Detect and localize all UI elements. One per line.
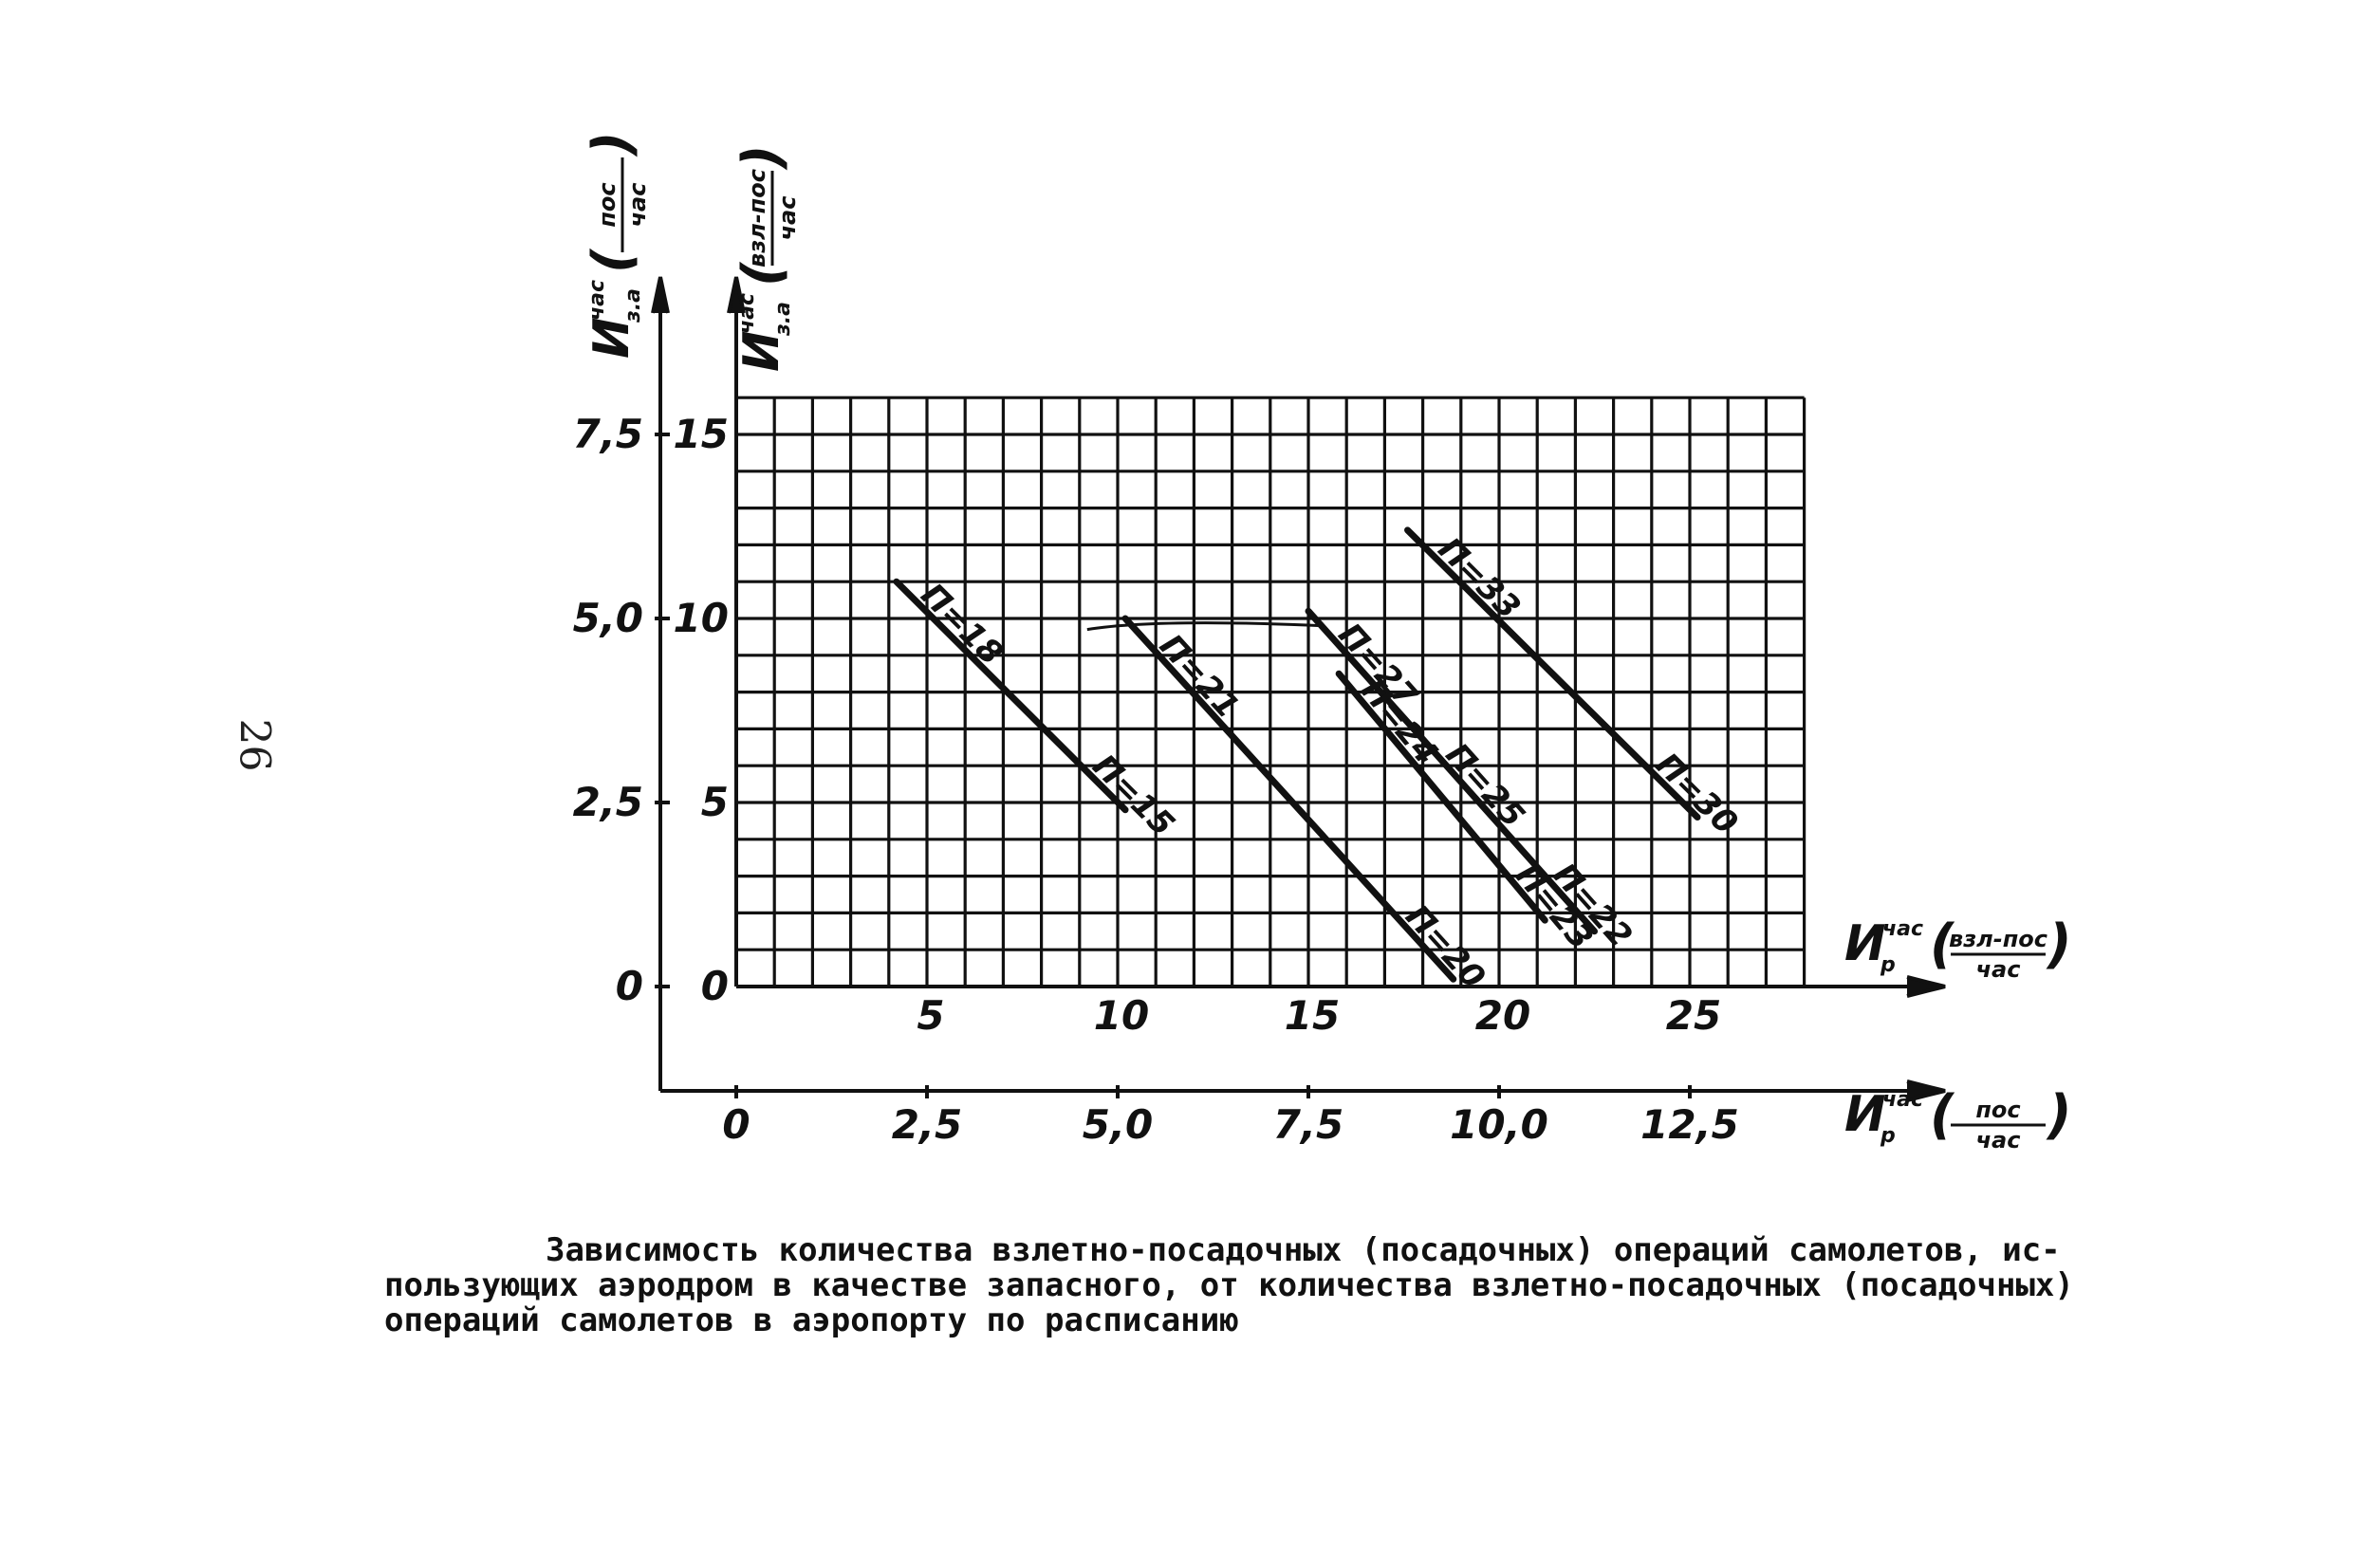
caption-line-1: Зависимость количества взлетно-посадочны… bbox=[546, 1231, 2061, 1269]
y-primary-axis-label-subscript: з.а bbox=[771, 302, 795, 337]
y-primary-tick-label: 15 bbox=[674, 411, 729, 457]
x-secondary-tick-label: 5,0 bbox=[1083, 1101, 1153, 1148]
y-primary-tick-label: 5 bbox=[701, 779, 729, 825]
y-primary-axis-label-superscript: час bbox=[735, 293, 759, 334]
y-secondary-axis-label-symbol: И bbox=[584, 317, 640, 359]
x-secondary-axis-arrow bbox=[1906, 1079, 1946, 1102]
series-line bbox=[1121, 615, 1457, 983]
x-secondary-axis-label-unit-denominator: час bbox=[1976, 1127, 2021, 1153]
y-primary-axis-label-unit-numerator: взл-пос bbox=[744, 169, 770, 267]
y-secondary-axis-label-subscript: з.а bbox=[621, 288, 645, 323]
x-primary-axis-label-unit-denominator: час bbox=[1976, 956, 2021, 983]
series-label: П=25 bbox=[1438, 736, 1532, 835]
x-primary-axis-label-paren-open: ( bbox=[1930, 913, 1955, 975]
x-secondary-axis-label-superscript: час bbox=[1882, 1088, 1923, 1112]
y-secondary-axis-arrow bbox=[651, 276, 670, 314]
caption-line-2: пользующих аэродром в качестве запасного… bbox=[384, 1266, 2074, 1304]
x-primary-axis-arrow bbox=[1906, 975, 1946, 998]
x-secondary-tick-label: 12,5 bbox=[1640, 1101, 1739, 1148]
series-line bbox=[1404, 526, 1701, 821]
x-primary-tick-label: 15 bbox=[1285, 992, 1340, 1039]
y-primary-axis-label-unit-denominator: час bbox=[774, 196, 801, 241]
series-label: П=30 bbox=[1648, 746, 1745, 842]
y-secondary-axis-label-paren-close: ) bbox=[582, 131, 643, 157]
series-group bbox=[893, 526, 1701, 983]
x-primary-tick-label: 10 bbox=[1094, 992, 1149, 1039]
y-primary-axis-label-symbol: И bbox=[733, 330, 790, 372]
y-secondary-axis-label-paren-open: ( bbox=[582, 248, 643, 273]
x-secondary-tick-label: 2,5 bbox=[892, 1101, 962, 1148]
x-secondary-axis-label-paren-close: ) bbox=[2046, 1084, 2072, 1146]
x-primary-axis-label-paren-close: ) bbox=[2046, 913, 2072, 975]
y-secondary-tick-label: 0 bbox=[616, 963, 643, 1009]
y-primary-axis-label-paren-close: ) bbox=[732, 144, 793, 171]
x-primary-tick-label: 25 bbox=[1666, 992, 1721, 1039]
series-line bbox=[893, 578, 1129, 814]
y-primary-tick-label: 0 bbox=[701, 963, 729, 1009]
y-primary-axis-arrow bbox=[727, 276, 746, 314]
x-primary-axis-label-subscript: р bbox=[1880, 953, 1896, 977]
x-primary-tick-label: 5 bbox=[917, 992, 944, 1039]
x-secondary-tick-label: 0 bbox=[722, 1101, 750, 1148]
y-secondary-tick-label: 5,0 bbox=[573, 595, 643, 641]
series-line bbox=[1335, 670, 1548, 924]
y-primary-axis-label-paren-open: ( bbox=[732, 261, 793, 286]
y-secondary-axis-label-superscript: час bbox=[585, 280, 609, 321]
x-secondary-axis-label-unit-numerator: пос bbox=[1975, 1097, 2020, 1123]
y-primary-tick-label: 10 bbox=[674, 595, 729, 641]
y-secondary-tick-label: 2,5 bbox=[573, 779, 643, 825]
y-secondary-axis-label-unit-denominator: час bbox=[624, 183, 651, 228]
x-primary-axis-label-unit-numerator: взл-пос bbox=[1949, 926, 2047, 952]
x-secondary-tick-label: 10,0 bbox=[1450, 1101, 1548, 1148]
axes-group bbox=[651, 276, 1946, 1102]
y-secondary-axis-label-unit-numerator: пос bbox=[594, 182, 621, 227]
x-primary-axis-label-superscript: час bbox=[1882, 917, 1923, 941]
series-line bbox=[1305, 607, 1598, 935]
x-primary-tick-label: 20 bbox=[1475, 992, 1530, 1039]
x-secondary-axis-label-symbol: И bbox=[1844, 1086, 1886, 1143]
page-number: 26 bbox=[230, 718, 279, 772]
x-primary-axis-label-symbol: И bbox=[1844, 915, 1886, 972]
series-label: П=15 bbox=[1085, 747, 1182, 844]
x-secondary-tick-label: 7,5 bbox=[1273, 1101, 1343, 1148]
x-secondary-axis-label-subscript: р bbox=[1880, 1124, 1896, 1148]
caption-line-3: операций самолетов в аэропорту по распис… bbox=[384, 1301, 1239, 1339]
extra-curve bbox=[1086, 621, 1325, 632]
y-secondary-tick-label: 7,5 bbox=[573, 411, 643, 457]
x-secondary-axis-label-paren-open: ( bbox=[1930, 1084, 1955, 1146]
figure-caption: Зависимость количества взлетно-посадочны… bbox=[384, 1233, 2111, 1338]
chart-grid bbox=[734, 396, 1806, 988]
